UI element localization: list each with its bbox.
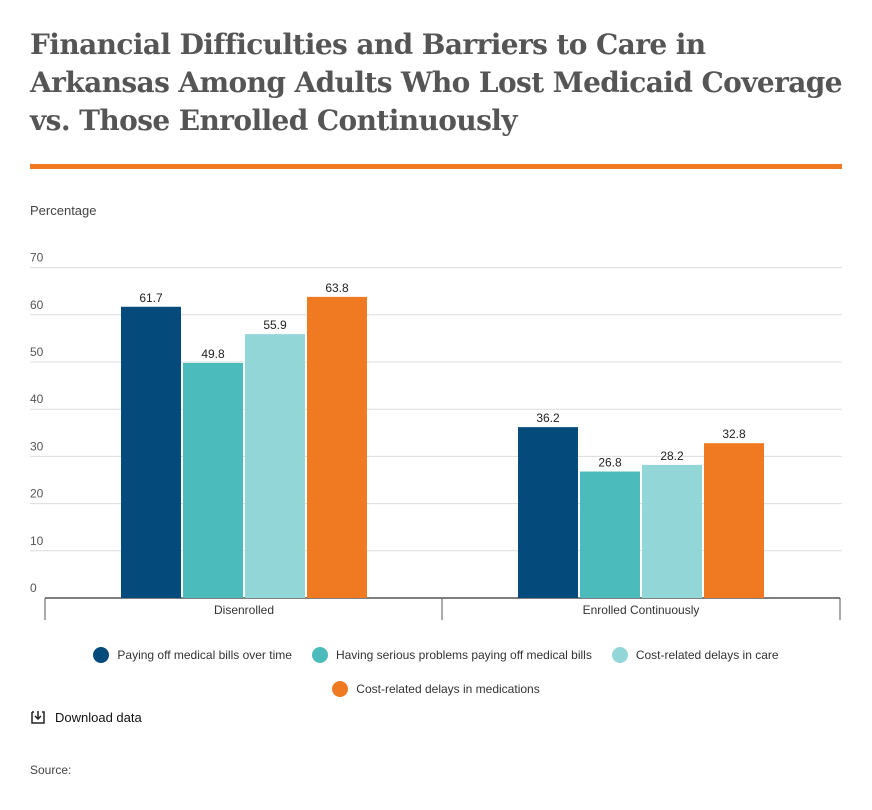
- y-tick-label: 50: [30, 345, 44, 359]
- legend-item: Paying off medical bills over time: [93, 647, 292, 663]
- data-label: 26.8: [598, 456, 622, 470]
- y-tick-label: 0: [30, 581, 37, 595]
- download-icon: [31, 711, 45, 724]
- bar-2-1: [183, 362, 243, 598]
- legend-label: Cost-related delays in care: [635, 648, 779, 662]
- legend-item: Having serious problems paying off medic…: [311, 647, 592, 663]
- bar-4-1: [307, 296, 367, 598]
- bar-4-2: [704, 443, 764, 598]
- bar-1-1: [121, 306, 181, 598]
- download-data-button[interactable]: Download data: [30, 709, 142, 725]
- y-tick-label: 70: [30, 251, 44, 265]
- bar-2-2: [580, 471, 640, 598]
- data-label: 28.2: [660, 449, 684, 463]
- y-tick-label: 20: [30, 487, 44, 501]
- y-tick-label: 60: [30, 298, 44, 312]
- legend-item: Cost-related delays in care: [611, 647, 779, 663]
- bar-1-2: [518, 427, 578, 598]
- legend-row-1: Paying off medical bills over time Having…: [0, 647, 872, 663]
- legend-label: Having serious problems paying off medic…: [335, 648, 592, 662]
- legend-swatch: [93, 647, 110, 663]
- source-label: Source:: [30, 763, 72, 777]
- bar-3-2: [642, 464, 702, 598]
- x-category-label: Disenrolled: [214, 603, 274, 617]
- y-tick-label: 10: [30, 534, 44, 548]
- y-axis-title: Percentage: [30, 203, 97, 218]
- bar-chart: 0 10 20 30 40 50 60 70 61.7 49.8 55.9 63.8 Disenroll…: [30, 251, 842, 620]
- data-label: 49.8: [201, 347, 225, 361]
- bar-3-1: [245, 334, 305, 598]
- legend-item: Cost-related delays in medications: [332, 681, 540, 697]
- y-tick-label: 40: [30, 392, 44, 406]
- legend-row-2: Cost-related delays in medications: [0, 681, 872, 697]
- x-category-label: Enrolled Continuously: [583, 603, 700, 617]
- legend-swatch: [332, 681, 349, 697]
- data-label: 32.8: [722, 427, 746, 441]
- chart-title: Financial Difficulties and Barriers to C…: [30, 28, 843, 137]
- download-data-label: Download data: [55, 709, 142, 725]
- data-label: 61.7: [139, 291, 163, 305]
- legend-swatch: [611, 647, 628, 663]
- legend-label: Cost-related delays in medications: [356, 682, 540, 696]
- legend-label: Paying off medical bills over time: [117, 648, 292, 662]
- y-tick-label: 30: [30, 439, 44, 453]
- data-label: 36.2: [536, 411, 560, 425]
- data-label: 55.9: [263, 318, 287, 332]
- data-label: 63.8: [325, 281, 349, 295]
- legend-swatch: [311, 647, 328, 663]
- title-accent-rule: [30, 164, 842, 169]
